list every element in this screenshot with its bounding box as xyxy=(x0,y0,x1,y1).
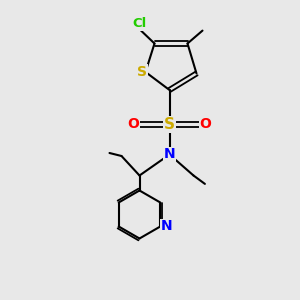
Text: Cl: Cl xyxy=(132,17,147,30)
Text: S: S xyxy=(137,65,148,79)
Text: S: S xyxy=(164,117,175,132)
Text: O: O xyxy=(128,118,140,131)
Text: O: O xyxy=(200,118,211,131)
Text: N: N xyxy=(160,220,172,233)
Text: N: N xyxy=(164,148,175,161)
